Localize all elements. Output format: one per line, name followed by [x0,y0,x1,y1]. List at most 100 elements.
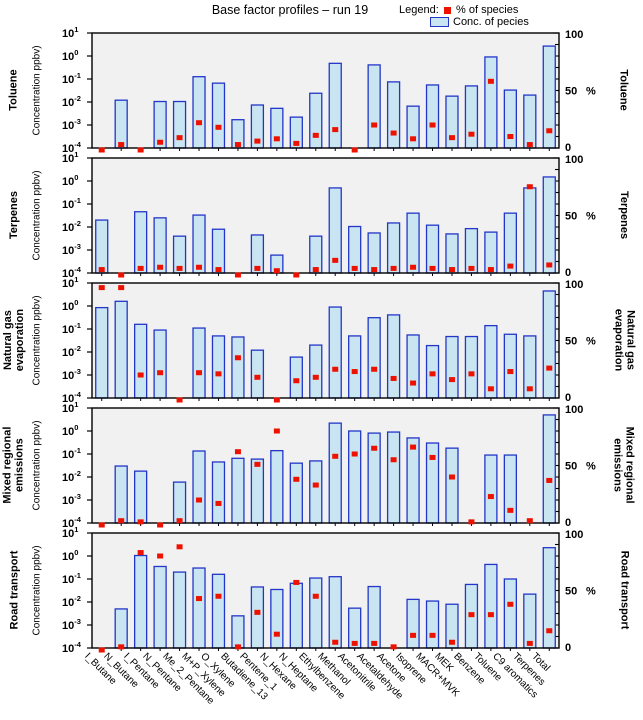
concentration-bar [211,82,226,149]
y-left-tick: 10-3 [62,242,81,257]
y-left-axis-label: Concentration ppbv) [28,33,46,148]
concentration-bar [133,323,148,399]
concentration-bar [211,228,226,274]
pct-marker [468,131,475,137]
pct-marker [254,461,261,467]
pct-marker [351,451,358,457]
pct-marker [546,128,553,134]
pct-marker [137,147,144,153]
y-left-tick: 10-3 [62,492,81,507]
pct-marker [332,257,339,263]
pct-marker [176,135,183,141]
concentration-bar [348,430,362,524]
pct-marker [410,444,417,450]
pct-marker [196,120,203,126]
concentration-bar [133,211,148,274]
concentration-bar [503,333,518,399]
y-left-tick: 100 [62,173,78,188]
concentration-bar [309,460,323,524]
concentration-bar [133,554,148,649]
pct-marker [196,596,203,602]
concentration-bar [445,335,459,399]
y-left-tick: 10-1 [62,321,81,336]
y-left-tick: 10-4 [62,640,82,655]
concentration-bar [309,92,323,149]
chart-title: Base factor profiles – run 19 [211,3,369,17]
pct-marker [176,397,183,403]
y-left-axis-label: Concentration ppbv) [28,283,46,398]
pct-marker [196,264,203,270]
pct-marker [507,369,514,375]
pct-marker [254,138,261,144]
pct-marker [468,612,475,618]
pct-marker [526,640,533,646]
concentration-bar [425,224,440,274]
pct-marker [332,453,339,459]
concentration-bar [153,565,167,649]
pct-marker [293,476,300,482]
pct-marker [273,136,280,142]
concentration-bar [328,576,342,649]
pct-marker [293,579,300,585]
pct-marker [293,272,300,278]
pct-marker [390,375,397,381]
y-right-axis-label: % [586,86,596,98]
concentration-bar [542,176,556,274]
pct-marker [215,371,222,377]
pct-marker [273,428,280,434]
pct-marker [371,267,378,273]
pct-marker [546,628,553,634]
concentration-bar [309,344,323,399]
y-left-axis-label: Concentration ppbv) [28,408,46,523]
pct-marker [312,132,319,138]
concentration-bar [503,89,518,149]
concentration-bar [270,449,284,524]
pct-marker [507,134,514,139]
pct-marker [507,263,514,269]
concentration-bar [192,327,206,399]
panel-label-right-text: Mixed regional emissions [612,426,637,505]
y-right-tick: 100 [565,29,583,41]
y-right-tick: 0 [565,642,571,654]
concentration-bar [172,481,187,524]
pct-marker [312,374,319,380]
pct-marker [137,265,144,271]
pct-marker [371,122,378,128]
y-left-axis-label-text: Concentration ppbv) [31,545,43,636]
concentration-bar [406,212,420,274]
legend-conc-label: Conc. of pecies [453,16,529,28]
blue-bar-icon [430,17,449,27]
pct-marker [234,449,241,455]
concentration-bar [231,336,245,399]
y-right-tick: 50 [565,336,577,348]
panel-label-right-text: Terpenes [618,191,631,240]
concentration-bar [231,457,245,524]
y-left-tick: 101 [62,275,78,290]
concentration-bar [425,84,440,149]
pct-marker [448,377,455,383]
y-right-tick: 0 [565,267,571,279]
panel-label-right: Mixed regional emissions [606,408,642,523]
concentration-bar [192,567,206,649]
y-left-axis-label-text: Concentration ppbv) [31,420,43,511]
y-left-tick: 10-1 [62,196,81,211]
pct-marker [273,631,280,637]
pct-marker [176,518,183,524]
y-right-axis-label: % [586,461,596,473]
pct-marker [118,644,125,650]
panel-label-left-text: Road transport [7,551,20,630]
pct-marker [351,369,358,375]
y-right-tick: 0 [565,142,571,154]
pct-marker [351,147,358,153]
y-left-axis-label: Concentration ppbv) [28,533,46,648]
pct-marker [215,500,222,506]
concentration-bar [95,306,109,399]
y-left-tick: 100 [62,423,78,438]
concentration-bar [523,187,537,274]
pct-marker [371,640,378,646]
concentration-bar [484,56,498,149]
concentration-bar [153,329,167,399]
y-right-tick: 50 [565,86,577,98]
pct-marker [507,507,514,513]
pct-marker [332,639,339,645]
